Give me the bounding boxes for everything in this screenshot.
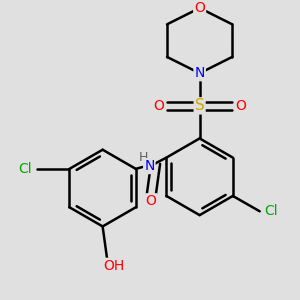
Text: H: H: [139, 152, 148, 164]
Text: N: N: [144, 159, 154, 173]
Text: O: O: [194, 1, 205, 15]
Text: O: O: [235, 99, 246, 113]
Text: N: N: [194, 66, 205, 80]
Text: O: O: [154, 99, 164, 113]
Text: Cl: Cl: [19, 162, 32, 176]
Text: O: O: [146, 194, 157, 208]
Text: S: S: [195, 98, 205, 113]
Text: OH: OH: [103, 259, 124, 273]
Text: Cl: Cl: [264, 204, 278, 218]
